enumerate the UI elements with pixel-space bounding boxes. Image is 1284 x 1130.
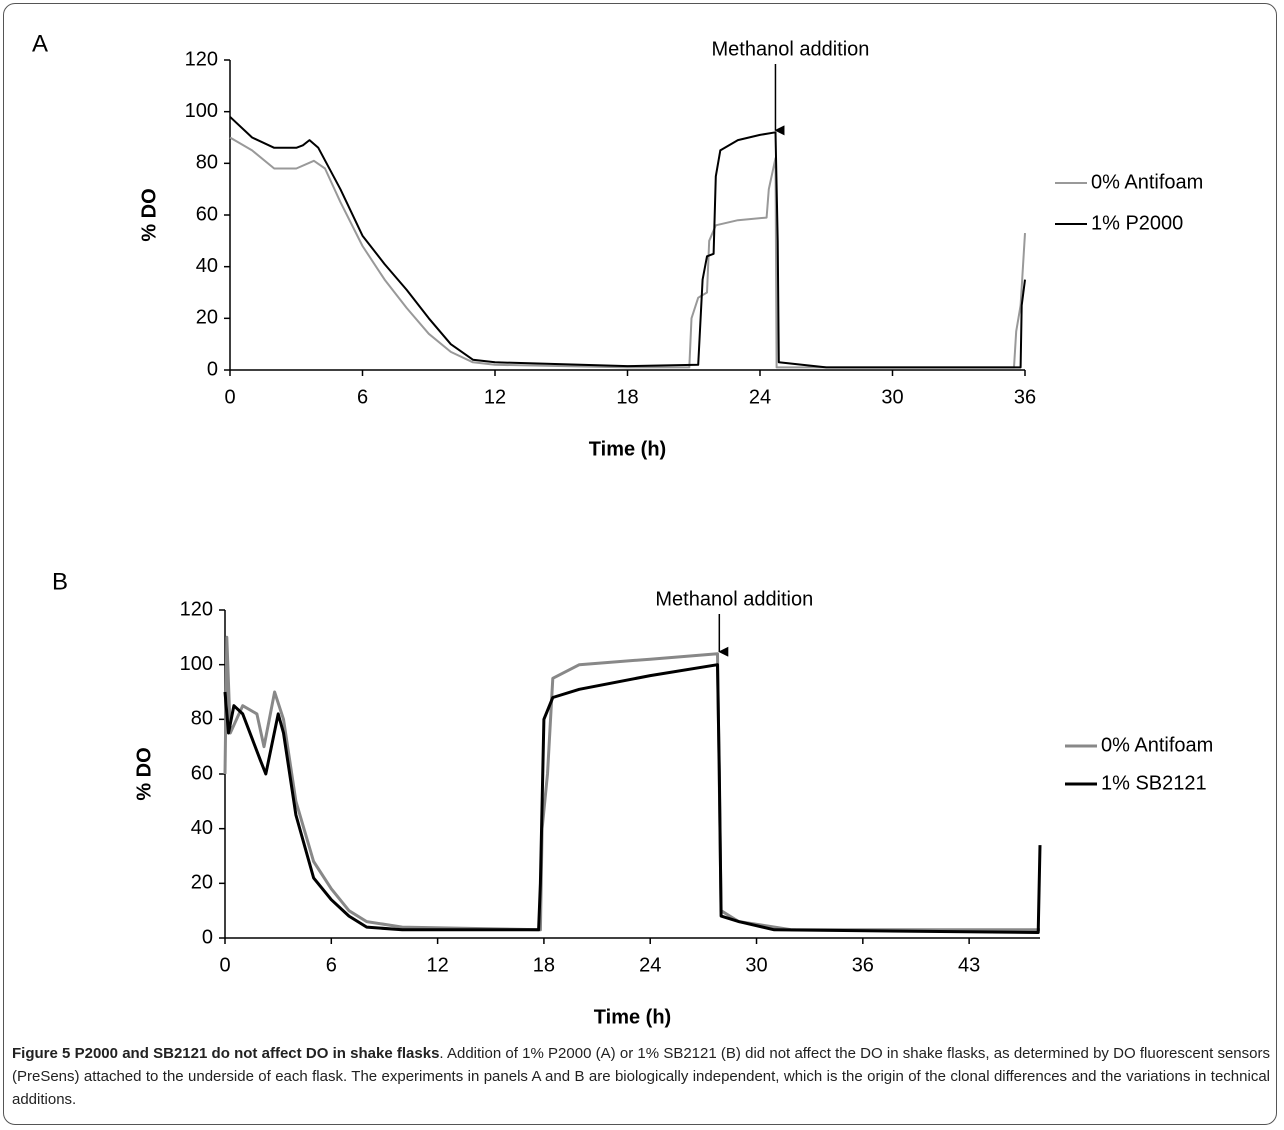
y-tick-label: 40	[191, 817, 213, 839]
panel-label: A	[32, 30, 48, 57]
x-tick-label: 12	[426, 954, 448, 976]
x-tick-label: 43	[958, 954, 980, 976]
y-tick-label: 120	[185, 48, 218, 70]
y-tick-label: 60	[191, 762, 213, 784]
legend-label: 0% Antifoam	[1091, 171, 1203, 193]
legend-label: 1% SB2121	[1101, 772, 1207, 794]
y-tick-label: 100	[185, 100, 218, 122]
annotation: Methanol addition	[655, 588, 813, 610]
legend-label: 1% P2000	[1091, 212, 1183, 234]
x-tick-label: 36	[1014, 386, 1036, 408]
y-tick-label: 0	[207, 358, 218, 380]
caption: Figure 5 P2000 and SB2121 do not affect …	[12, 1042, 1270, 1111]
y-tick-label: 20	[196, 307, 218, 329]
x-tick-label: 18	[533, 954, 555, 976]
data-line	[223, 663, 1042, 934]
y-axis-label: % DO	[138, 188, 160, 241]
x-tick-label: 24	[639, 954, 661, 976]
caption-text: . Addition of 1% P2000 (A) or 1% SB2121 …	[12, 1045, 1270, 1108]
y-tick-label: 80	[191, 708, 213, 730]
x-tick-label: 0	[224, 386, 235, 408]
annotation: Methanol addition	[712, 38, 870, 60]
figure-frame	[3, 3, 1277, 1125]
x-tick-label: 6	[326, 954, 337, 976]
y-tick-label: 100	[180, 653, 213, 675]
panel-label: B	[52, 568, 68, 595]
y-tick-label: 0	[202, 926, 213, 948]
data-line	[229, 136, 1026, 369]
y-tick-label: 80	[196, 152, 218, 174]
data-line	[229, 116, 1026, 369]
y-tick-label: 60	[196, 203, 218, 225]
y-tick-label: 40	[196, 255, 218, 277]
x-tick-label: 30	[881, 386, 903, 408]
y-tick-label: 120	[180, 598, 213, 620]
x-tick-label: 24	[749, 386, 771, 408]
x-tick-label: 36	[852, 954, 874, 976]
x-tick-label: 0	[219, 954, 230, 976]
y-axis-label: % DO	[133, 747, 155, 800]
x-axis-label: Time (h)	[589, 438, 666, 460]
y-tick-label: 20	[191, 872, 213, 894]
x-tick-label: 18	[616, 386, 638, 408]
data-line	[223, 635, 1040, 932]
x-axis-label: Time (h)	[594, 1006, 671, 1028]
legend-label: 0% Antifoam	[1101, 734, 1213, 756]
x-tick-label: 6	[357, 386, 368, 408]
x-tick-label: 12	[484, 386, 506, 408]
x-tick-label: 30	[745, 954, 767, 976]
caption-title: Figure 5 P2000 and SB2121 do not affect …	[12, 1045, 440, 1062]
